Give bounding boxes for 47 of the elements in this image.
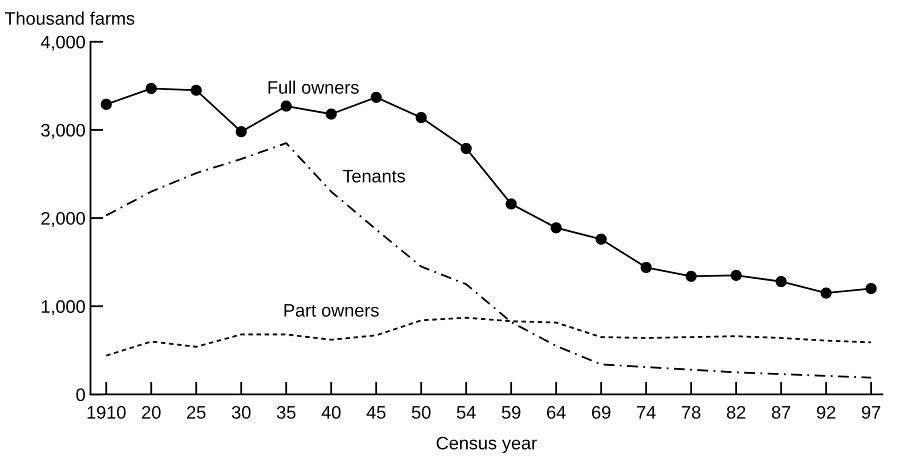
x-tick-label: 74: [637, 406, 656, 419]
x-tick-label: 35: [276, 406, 296, 419]
x-tick-label: 54: [456, 406, 476, 419]
y-tick-label: 1,000: [42, 300, 85, 316]
point: [280, 100, 292, 112]
point: [866, 283, 877, 294]
x-tick-label: 45: [366, 406, 386, 419]
series-label: Part owners: [284, 304, 379, 317]
line-series: [105, 142, 872, 379]
point: [686, 270, 697, 282]
x-tick-label: 30: [232, 406, 251, 419]
x-tick-label: 25: [187, 406, 206, 419]
point: [460, 142, 472, 154]
series-label: Tenants: [342, 170, 406, 183]
x-tick-label: 82: [726, 406, 746, 419]
x-tick-label: 59: [502, 406, 520, 419]
x-tick-label: 20: [142, 406, 161, 419]
x-tick-label: 50: [412, 406, 431, 419]
y-tick-label: 4,000: [40, 36, 85, 51]
point: [550, 222, 562, 234]
point: [730, 270, 742, 281]
point: [640, 262, 652, 274]
x-tick-label: 78: [682, 406, 700, 419]
point: [776, 276, 787, 288]
x-tick-label: 87: [772, 406, 790, 419]
point: [416, 112, 427, 124]
point: [370, 92, 382, 103]
point: [506, 198, 517, 210]
series-label: Full owners: [268, 80, 359, 94]
x-tick-label: 64: [547, 406, 566, 419]
point: [190, 84, 202, 96]
y-tick-label: 2,000: [41, 212, 85, 227]
point: [596, 234, 607, 245]
x-tick-label: 92: [816, 406, 836, 419]
x-axis-title: Census year: [436, 436, 537, 454]
point: [146, 82, 157, 94]
x-tick-label: 97: [862, 406, 880, 419]
y-tick-label: 3,000: [41, 124, 85, 139]
point: [100, 98, 112, 110]
x-tick-label: 69: [592, 406, 610, 419]
x-tick-label: 40: [322, 406, 341, 419]
y-tick-label: 0: [76, 388, 85, 402]
x-tick-label: 1910: [88, 406, 126, 419]
y-axis-title: Thousand farms: [4, 12, 134, 25]
point: [820, 287, 832, 299]
point: [236, 126, 247, 138]
point: [326, 108, 337, 120]
